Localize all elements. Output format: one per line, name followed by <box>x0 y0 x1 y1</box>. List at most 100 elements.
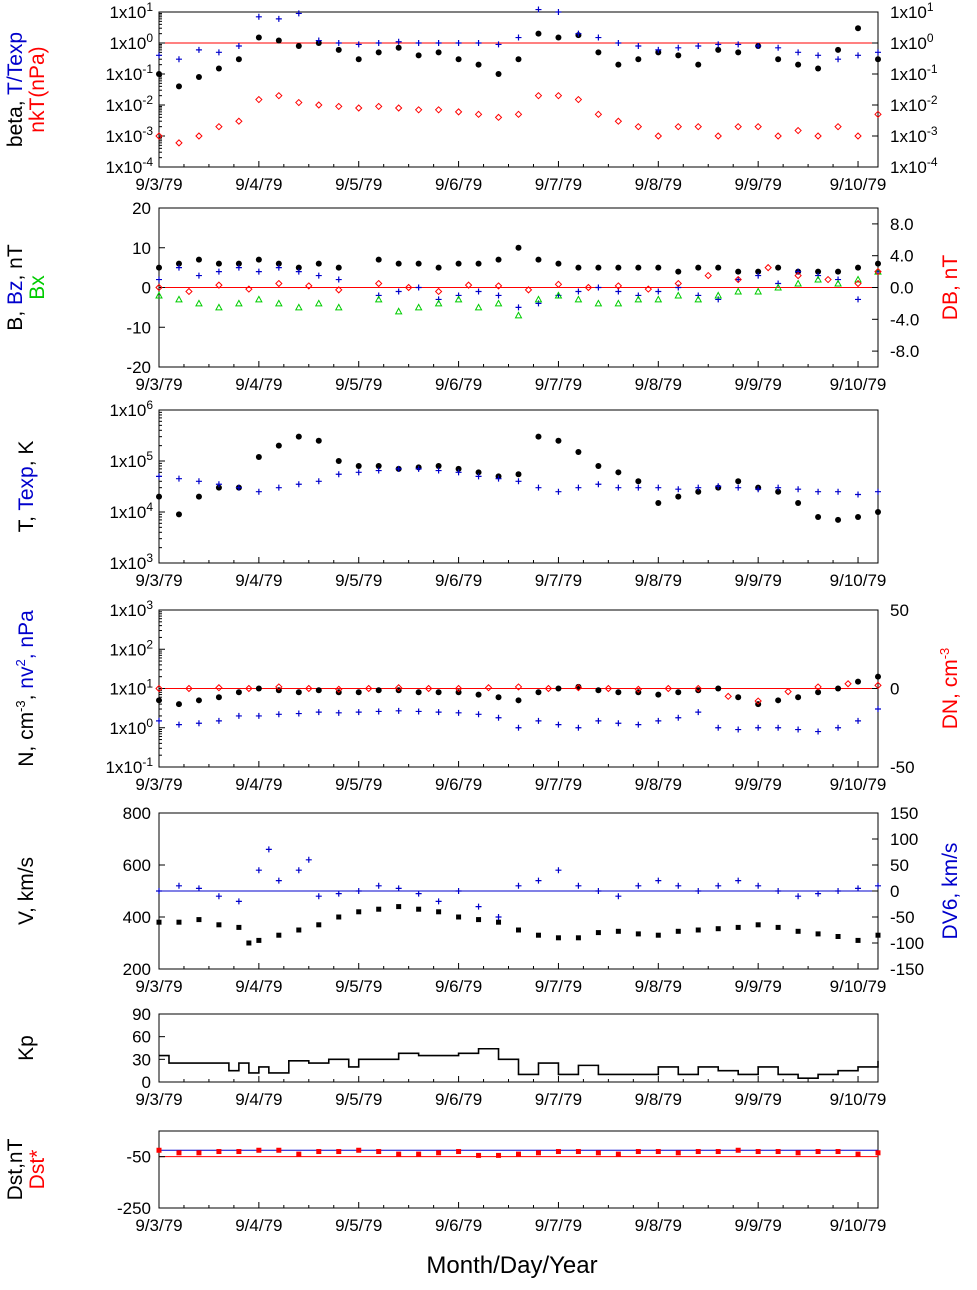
y-tick-label: -20 <box>126 358 151 377</box>
data-point <box>175 83 182 90</box>
data-point <box>534 91 543 100</box>
y-right-tick-label: -100 <box>890 934 924 953</box>
y-tick-label: 200 <box>123 960 151 979</box>
data-point <box>454 684 463 693</box>
data-point <box>215 303 223 311</box>
data-point <box>195 272 202 279</box>
x-tick-label: 9/8/79 <box>635 571 682 590</box>
data-point <box>376 1149 382 1155</box>
data-point <box>675 268 682 275</box>
x-tick-label: 9/4/79 <box>235 571 282 590</box>
x-tick-label: 9/5/79 <box>335 1090 382 1109</box>
data-point <box>715 685 722 692</box>
data-point <box>255 712 262 719</box>
y-tick-label: 1x10-2 <box>105 93 153 115</box>
data-point <box>844 680 852 688</box>
data-point <box>436 1150 442 1156</box>
data-point <box>455 689 462 696</box>
data-point <box>235 689 242 696</box>
x-tick-label: 9/3/79 <box>135 571 182 590</box>
data-point <box>355 709 362 716</box>
data-point <box>435 689 442 696</box>
data-point <box>275 711 282 718</box>
y-right-tick-label: 1x101 <box>890 0 934 22</box>
data-point <box>275 442 282 449</box>
data-point <box>514 311 523 319</box>
data-point <box>275 279 283 288</box>
data-point <box>715 264 722 271</box>
data-point <box>156 717 162 724</box>
data-point <box>495 71 502 77</box>
data-point <box>435 898 442 905</box>
y-tick-label-base: 1x10 <box>109 34 146 53</box>
data-point <box>395 44 402 51</box>
data-point <box>415 890 422 897</box>
panel-4-right-title: DV6, km/s <box>939 843 962 940</box>
y-tick-label: 400 <box>123 908 151 927</box>
data-point <box>235 264 242 271</box>
data-point <box>655 1149 661 1155</box>
data-point <box>494 282 503 290</box>
data-point <box>255 95 263 104</box>
data-point <box>236 924 242 930</box>
data-point <box>255 256 262 263</box>
data-point <box>635 1149 641 1155</box>
data-point <box>575 882 582 889</box>
data-point <box>235 260 242 267</box>
data-point <box>455 260 462 267</box>
data-point <box>775 44 782 51</box>
data-point <box>875 56 881 63</box>
y-tick-label-exponent: -1 <box>142 755 153 769</box>
y-right-tick-label: 1x10-4 <box>890 155 938 177</box>
y-right-tick-label: 1x100 <box>890 31 934 53</box>
data-point <box>395 288 402 295</box>
data-point <box>215 49 222 56</box>
data-point <box>535 1150 541 1156</box>
axis-title-part: -3 <box>13 700 28 712</box>
data-point <box>854 275 862 283</box>
data-point <box>524 286 533 294</box>
x-tick-label: 9/10/79 <box>830 571 887 590</box>
data-point <box>755 272 762 279</box>
y-right-tick-label: 1x10-2 <box>890 93 938 115</box>
x-tick-label: 9/7/79 <box>535 375 582 394</box>
axis-title-part: , nPa <box>15 610 38 659</box>
data-point <box>634 685 643 693</box>
y-tick-label: -10 <box>126 318 151 337</box>
data-point <box>615 264 622 271</box>
data-point <box>635 882 642 889</box>
data-point <box>615 689 622 696</box>
data-point <box>535 30 542 37</box>
data-point <box>215 268 222 275</box>
data-point <box>875 1150 881 1156</box>
data-point <box>815 513 822 520</box>
data-point <box>215 260 222 267</box>
y-right-tick-label-base: 1x10 <box>890 127 927 146</box>
y-tick-label-exponent: 5 <box>146 449 153 463</box>
data-point <box>424 684 433 693</box>
y-tick-label-base: 1x10 <box>109 3 146 22</box>
data-point <box>415 260 422 267</box>
data-point <box>275 91 283 100</box>
y-tick-label-exponent: -1 <box>142 62 153 76</box>
data-point <box>156 52 162 59</box>
data-point <box>535 689 542 696</box>
data-point <box>376 906 382 912</box>
data-point <box>215 65 222 72</box>
data-point <box>855 1151 861 1157</box>
data-point <box>795 268 802 275</box>
data-point <box>635 43 642 50</box>
x-tick-label: 9/5/79 <box>335 1216 382 1235</box>
x-tick-label: 9/3/79 <box>135 977 182 996</box>
data-point <box>764 263 772 272</box>
data-point <box>475 711 482 718</box>
plot-frame-beta <box>158 11 879 168</box>
x-tick-label: 9/10/79 <box>830 1090 887 1109</box>
y-tick-label: 1x103 <box>109 598 153 620</box>
data-point <box>694 295 703 303</box>
data-point <box>175 264 182 271</box>
x-tick-label: 9/6/79 <box>435 175 482 194</box>
data-point <box>315 37 322 44</box>
data-point <box>335 40 342 46</box>
data-point <box>635 264 642 271</box>
